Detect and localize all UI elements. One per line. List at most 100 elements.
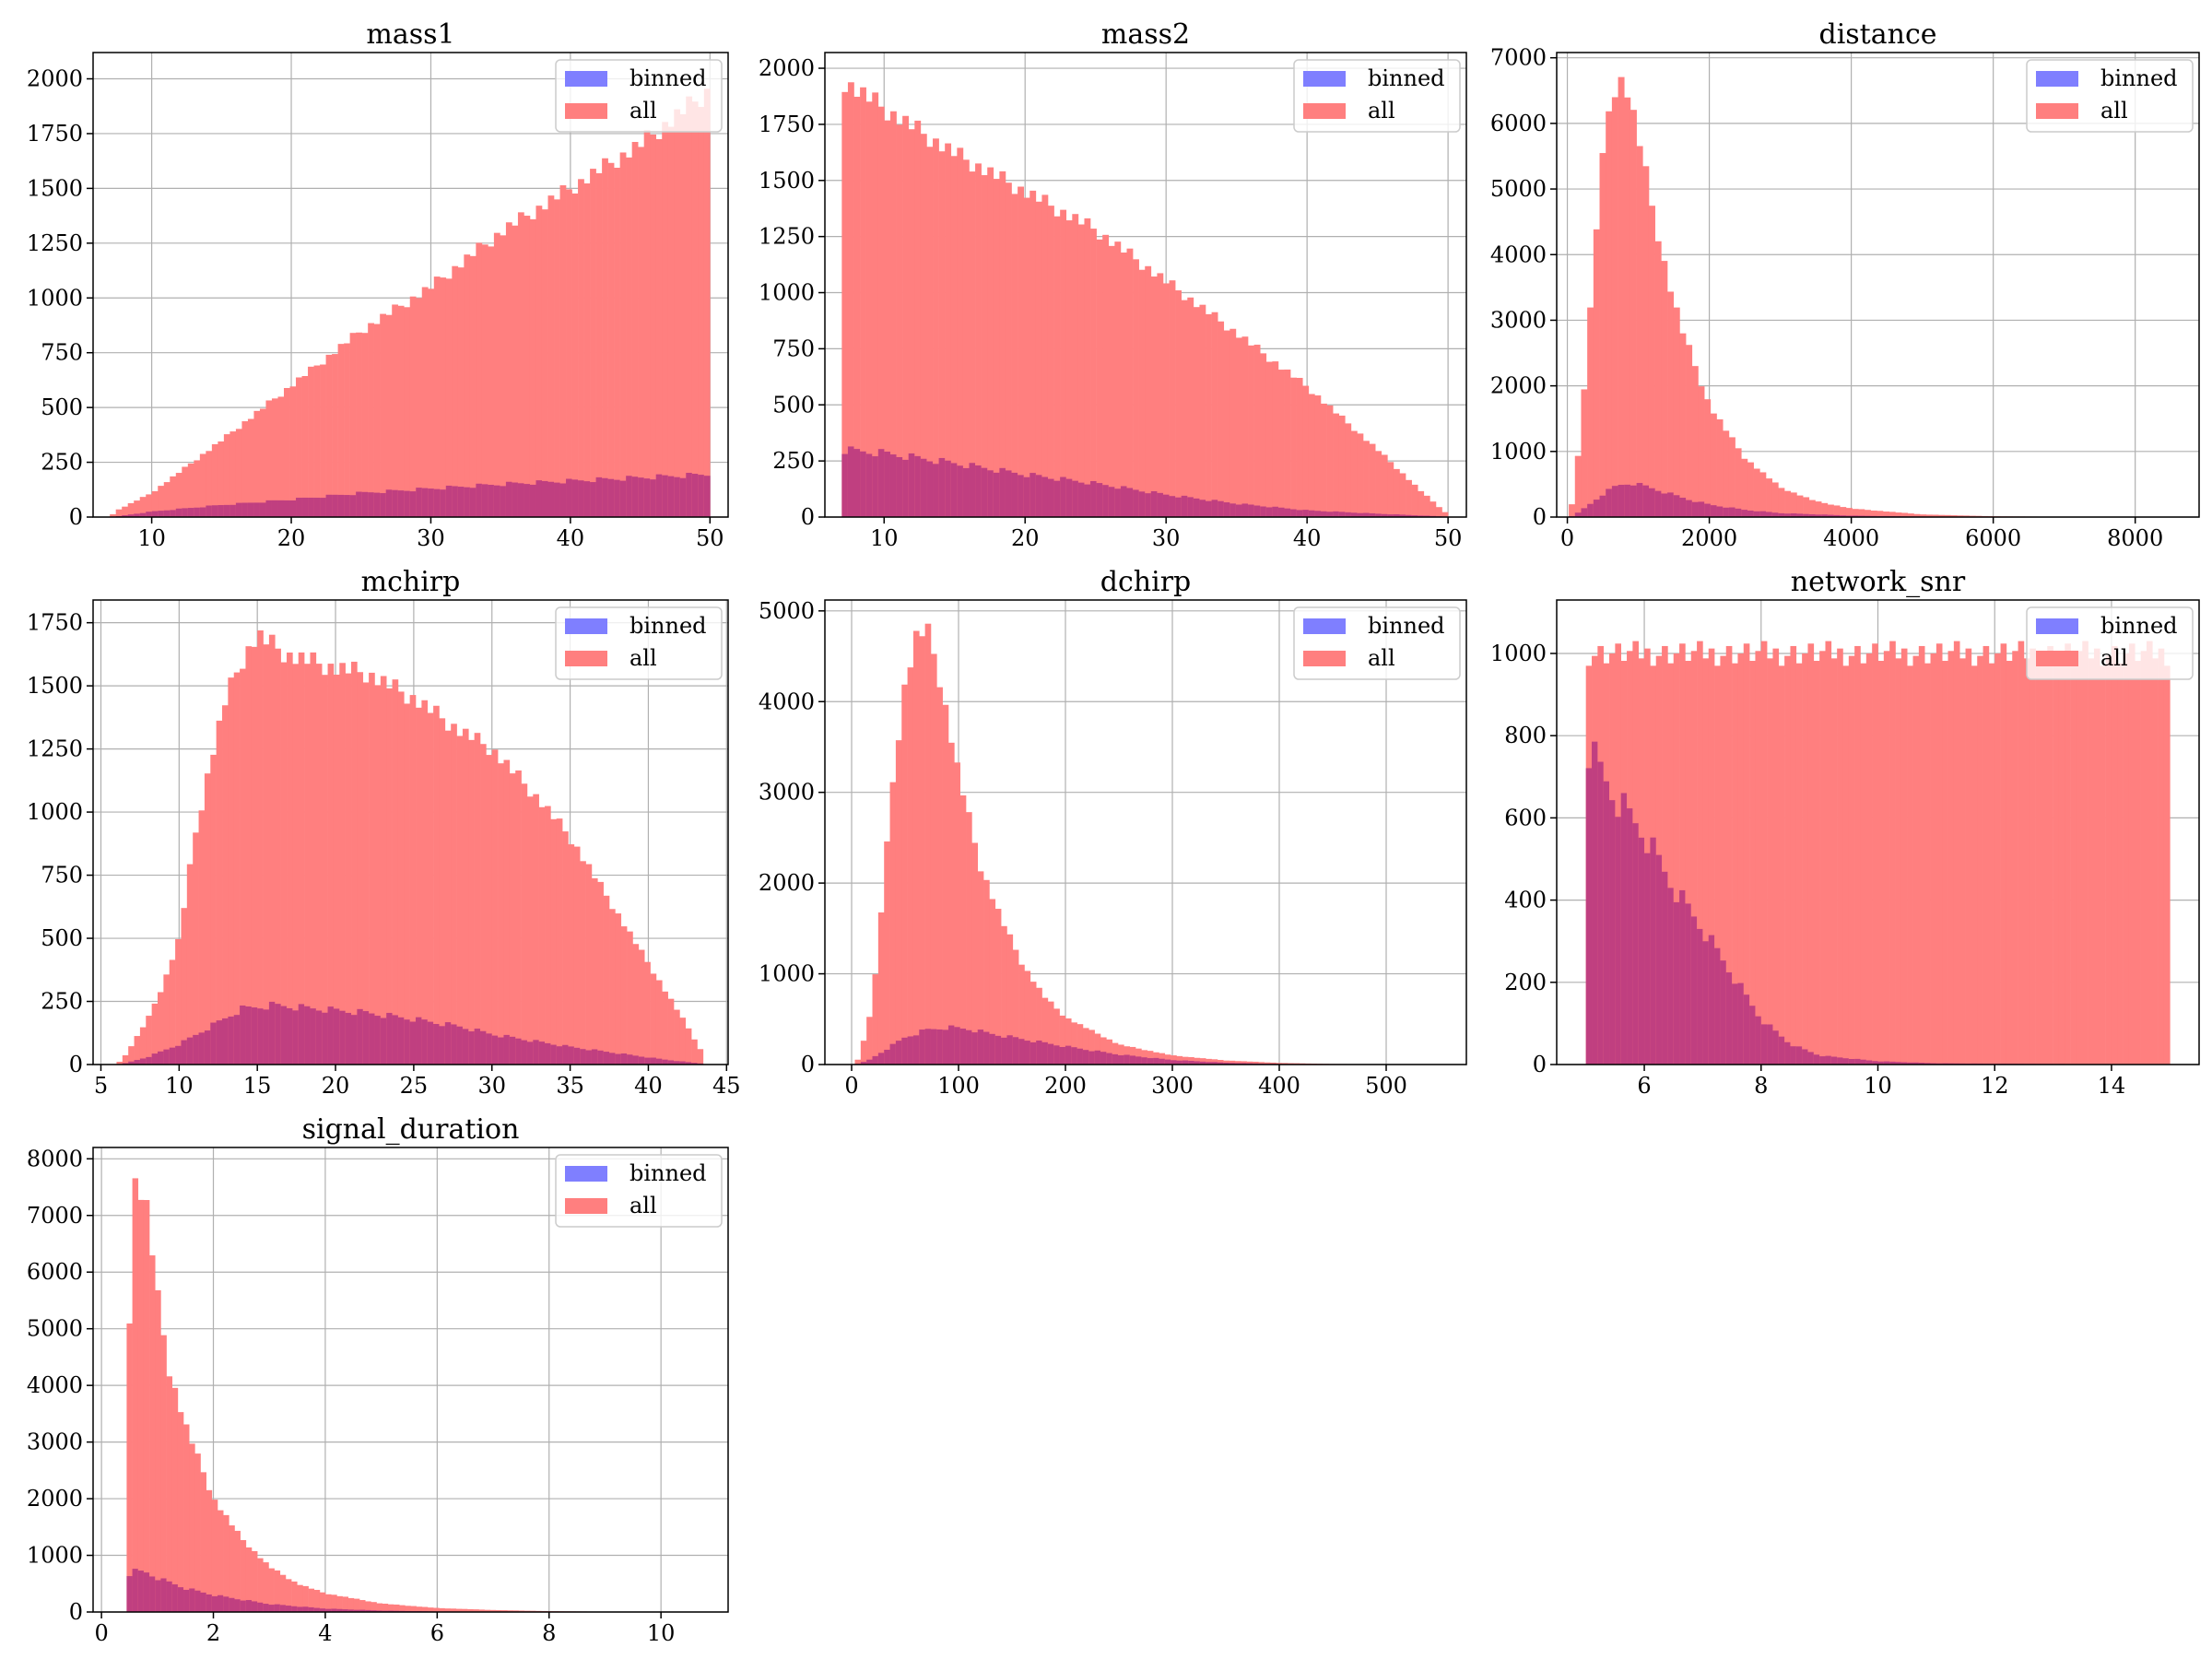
bar-binned: [1802, 1049, 1808, 1065]
bar-all: [969, 171, 976, 517]
bar-binned: [163, 1049, 171, 1065]
bar-all: [541, 209, 548, 517]
bar-all: [1041, 997, 1049, 1065]
bar-all: [517, 212, 524, 518]
bar-binned: [362, 1011, 370, 1065]
bar-all: [122, 506, 129, 517]
bar-binned: [194, 507, 201, 517]
bar-binned: [1796, 513, 1804, 517]
bar-all: [198, 810, 206, 1065]
bar-binned: [445, 485, 453, 517]
y-tick-label: 3000: [759, 780, 815, 806]
bar-binned: [175, 1045, 182, 1065]
bar-binned: [1654, 490, 1662, 517]
legend-swatch-all: [2036, 651, 2078, 666]
bar-all: [1145, 265, 1152, 517]
bar-binned: [872, 1055, 879, 1065]
bar-binned: [1840, 515, 1847, 517]
bar-all: [122, 1054, 129, 1065]
bar-binned: [595, 477, 603, 517]
bar-all: [189, 1443, 195, 1612]
bar-binned: [229, 504, 237, 517]
bar-binned: [325, 494, 333, 517]
bar-binned: [313, 1607, 321, 1612]
bar-all: [158, 992, 164, 1065]
bar-binned: [229, 1597, 235, 1612]
bar-all: [1258, 1062, 1265, 1065]
bar-binned: [493, 485, 500, 517]
bar-all: [1187, 297, 1194, 517]
x-tick-label: 10: [137, 525, 166, 551]
x-tick-label: 6: [430, 1620, 444, 1646]
bar-all: [292, 664, 300, 1065]
legend-label-all: all: [1368, 98, 1395, 124]
bar-all: [183, 1424, 190, 1612]
bar-all: [1587, 307, 1594, 517]
y-tick-label: 0: [69, 1599, 83, 1625]
bar-binned: [291, 1606, 298, 1612]
bar-all: [359, 1600, 366, 1612]
bar-all: [1157, 273, 1164, 517]
bar-binned: [515, 1038, 522, 1065]
legend-label-binned: binned: [629, 65, 707, 91]
legend-label-binned: binned: [1368, 65, 1445, 91]
bar-all: [1350, 430, 1358, 517]
bar-binned: [847, 446, 854, 517]
bar-all: [1959, 658, 1966, 1065]
bar-binned: [158, 1051, 164, 1065]
bar-binned: [1018, 475, 1024, 517]
bar-binned: [143, 1572, 150, 1612]
bar-binned: [1223, 1063, 1230, 1065]
bar-all: [1333, 413, 1340, 517]
bar-all: [2030, 648, 2036, 1065]
bar-all: [620, 926, 628, 1065]
bar-binned: [1060, 477, 1067, 517]
bar-binned: [987, 470, 994, 517]
bar-all: [954, 762, 960, 1065]
bar-all: [139, 497, 147, 517]
bar-binned: [1241, 503, 1249, 517]
bar-all: [1708, 648, 1715, 1065]
bar-binned: [1599, 495, 1606, 517]
bar-binned: [1023, 477, 1030, 517]
bar-all: [451, 724, 457, 1065]
bar-binned: [356, 491, 362, 517]
bar-all: [547, 195, 555, 518]
bar-all: [308, 1588, 315, 1612]
bar-all: [1059, 1015, 1066, 1065]
bar-all: [679, 113, 687, 518]
bar-all: [376, 1603, 382, 1612]
bar-all: [895, 740, 902, 1065]
bar-all: [971, 842, 979, 1065]
bar-all: [320, 364, 326, 517]
bar-binned: [1650, 837, 1657, 1065]
bar-all: [1877, 661, 1885, 1065]
bar-all: [1808, 500, 1816, 517]
bar-all: [365, 1601, 371, 1612]
bar-all: [568, 844, 575, 1065]
bar-binned: [926, 461, 934, 517]
bar-all: [655, 980, 663, 1065]
bar-all: [331, 1594, 337, 1612]
bar-binned: [257, 1602, 264, 1612]
bar-all: [206, 451, 213, 517]
x-tick-label: 10: [870, 525, 899, 551]
legend-label-binned: binned: [1368, 613, 1445, 639]
bar-all: [615, 913, 622, 1065]
legend-swatch-all: [2036, 103, 2078, 119]
y-tick-label: 0: [801, 504, 815, 530]
bar-binned: [1235, 504, 1242, 517]
bar-all: [1100, 1037, 1107, 1065]
bar-binned: [1767, 1024, 1773, 1065]
bar-all: [1211, 1059, 1218, 1065]
bar-all: [1716, 419, 1724, 517]
bar-all: [480, 744, 487, 1065]
bar-binned: [930, 1029, 937, 1065]
bar-all: [158, 486, 165, 517]
bar-binned: [1679, 889, 1686, 1065]
bar-all: [1790, 645, 1797, 1065]
bar-all: [369, 672, 375, 1065]
bar-all: [626, 157, 632, 517]
bar-all: [907, 667, 914, 1065]
bar-all: [433, 705, 440, 1065]
